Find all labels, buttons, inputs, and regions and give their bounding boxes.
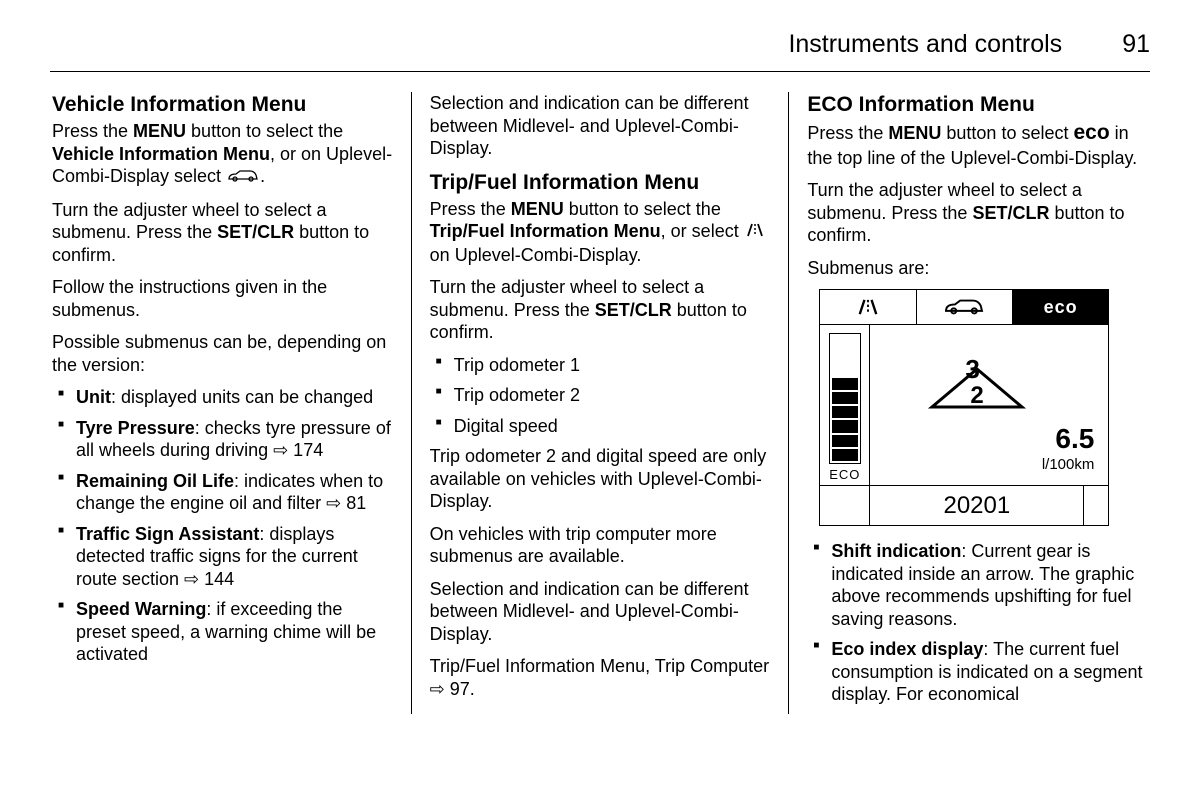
tab-road-icon: [820, 290, 916, 324]
column-3: ECO Information Menu Press the MENU butt…: [789, 92, 1150, 714]
submenu-list: Unit: displayed units can be changed Tyr…: [52, 386, 393, 666]
paragraph: Trip odometer 2 and digital speed are on…: [430, 445, 771, 513]
list-item: Unit: displayed units can be changed: [58, 386, 393, 409]
heading-trip-fuel: Trip/Fuel Information Menu: [430, 170, 771, 196]
upshift-arrow-icon: 2: [922, 367, 1032, 433]
paragraph: On vehicles with trip computer more subm…: [430, 523, 771, 568]
list-item: Tyre Pressure: checks tyre pressure of a…: [58, 417, 393, 462]
display-main: ECO 3 2 6.5 l/100km: [820, 325, 1108, 485]
display-bottom: 20201: [820, 485, 1108, 525]
paragraph: Turn the adjuster wheel to select a subm…: [430, 276, 771, 344]
submenu-list: Trip odometer 1 Trip odometer 2 Digital …: [430, 354, 771, 438]
list-item: Digital speed: [436, 415, 771, 438]
current-gear: 2: [971, 382, 984, 409]
list-item: Remaining Oil Life: indicates when to ch…: [58, 470, 393, 515]
content-columns: Vehicle Information Menu Press the MENU …: [50, 92, 1150, 714]
paragraph: Press the MENU button to select the Trip…: [430, 198, 771, 267]
odometer-value: 20201: [870, 486, 1084, 525]
display-center: 3 2 6.5 l/100km: [870, 325, 1108, 485]
segment-stack: [829, 333, 861, 464]
tab-eco: eco: [1013, 290, 1108, 324]
car-icon: [226, 166, 260, 189]
page-header: Instruments and controls 91: [50, 30, 1150, 72]
chapter-title: Instruments and controls: [788, 30, 1062, 59]
consumption-unit: l/100km: [1042, 456, 1095, 475]
consumption-value: 6.5: [1042, 421, 1095, 456]
road-icon: [744, 221, 766, 244]
heading-vehicle-info: Vehicle Information Menu: [52, 92, 393, 118]
display-tabs: eco: [820, 290, 1108, 325]
paragraph: Selection and indication can be differen…: [430, 92, 771, 160]
paragraph: Follow the instructions given in the sub…: [52, 276, 393, 321]
eco-display-illustration: eco ECO 3 2: [819, 289, 1109, 526]
paragraph: Turn the adjuster wheel to select a subm…: [807, 179, 1148, 247]
paragraph: Turn the adjuster wheel to select a subm…: [52, 199, 393, 267]
list-item: Eco index display: The current fuel cons…: [813, 638, 1148, 706]
column-2: Selection and indication can be differen…: [412, 92, 790, 714]
list-item: Speed Warning: if exceeding the preset s…: [58, 598, 393, 666]
eco-label: ECO: [829, 467, 860, 483]
consumption-readout: 6.5 l/100km: [1042, 421, 1095, 475]
bottom-spacer: [820, 486, 870, 525]
paragraph: Submenus are:: [807, 257, 1148, 280]
list-item: Trip odometer 1: [436, 354, 771, 377]
paragraph: Trip/Fuel Information Menu, Trip Compute…: [430, 655, 771, 700]
paragraph: Selection and indication can be differen…: [430, 578, 771, 646]
list-item: Shift indication: Current gear is indica…: [813, 540, 1148, 630]
submenu-list: Shift indication: Current gear is indica…: [807, 540, 1148, 706]
column-1: Vehicle Information Menu Press the MENU …: [50, 92, 412, 714]
page-number: 91: [1122, 30, 1150, 59]
heading-eco-info: ECO Information Menu: [807, 92, 1148, 118]
list-item: Traffic Sign Assistant: displays detecte…: [58, 523, 393, 591]
paragraph: Press the MENU button to select the Vehi…: [52, 120, 393, 189]
eco-index-bar: ECO: [820, 325, 870, 485]
list-item: Trip odometer 2: [436, 384, 771, 407]
paragraph: Possible submenus can be, depending on t…: [52, 331, 393, 376]
tab-car-icon: [917, 290, 1013, 324]
paragraph: Press the MENU button to select eco in t…: [807, 120, 1148, 169]
